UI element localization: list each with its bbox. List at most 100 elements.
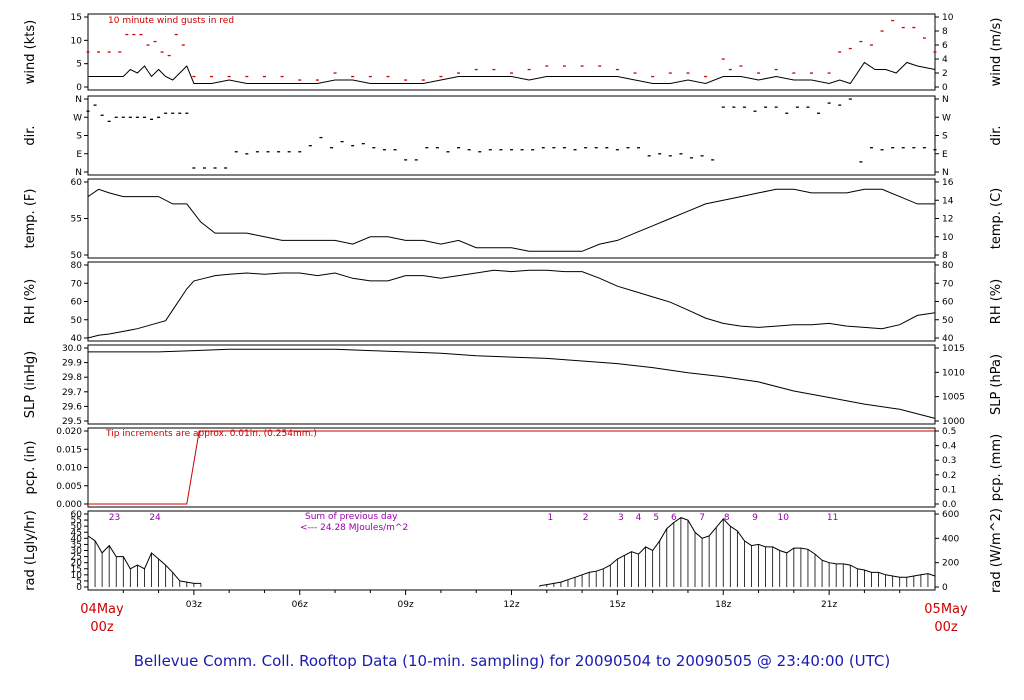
pcp-right-axis-label: pcp. (mm) [989,434,1004,501]
rh-right-axis-label: RH (%) [989,279,1004,324]
dir-dot [224,167,228,169]
dir-dot [404,159,408,161]
dir-dot [114,116,118,118]
wind-dot [545,65,549,67]
rad-left-tick-label: 0 [76,583,82,593]
rh-right-tick-label: 50 [942,316,954,326]
wind-dot [739,65,743,67]
dir-left-tick-label: E [76,150,82,160]
wind-dot [146,44,150,46]
temp-right-tick-label: 16 [942,178,954,188]
wind-right-tick-label: 6 [942,41,948,51]
temp-right-tick-label: 10 [942,233,954,243]
wind-dot [562,65,566,67]
dir-dot [478,151,482,153]
wind-dot [262,75,266,78]
wind-dot [298,79,302,81]
wind-dot [192,75,196,78]
rad-left-tick-label: 50 [71,522,83,532]
wind-left-tick-label: 5 [76,60,82,70]
rad-left-tick-label: 35 [71,540,82,550]
wind-dot [721,58,725,60]
wind-dot [439,75,443,78]
wind-dot [167,54,171,57]
dir-dot [774,106,778,108]
rad-right-tick-label: 200 [942,559,959,569]
radiation-sum-value: <--- 24.28 MJoules/m^2 [300,523,408,533]
dir-dot [764,106,768,108]
x-axis: 04May 00z 05May 00z 03z 06z 09z 12z 15z 18z 21… [80,589,968,635]
dir-dot [541,147,545,149]
chart-title: Bellevue Comm. Coll. Rooftop Data (10-mi… [134,652,891,670]
x-tick-label: 18z [715,600,731,610]
dir-dot [192,167,196,169]
slp-left-tick-label: 29.5 [62,417,82,427]
dir-dot [562,147,566,149]
slp-right-tick-label: 1000 [942,417,965,427]
dir-left-tick-label: S [76,132,82,142]
local-hour-label: 1 [547,513,553,523]
dir-dot [234,151,238,153]
panel-pcp: 0.000 0.005 0.010 0.015 0.020 0.0 0.1 0.2 0.3 0.4… [23,427,1004,510]
dir-dot [901,147,905,149]
rad-line [87,535,201,584]
wind-dot [728,68,732,71]
temp-right-tick-label: 8 [942,251,948,261]
dir-dot [753,110,757,112]
temp-right-axis-label: temp. (C) [989,188,1004,250]
wind-dot [245,75,249,78]
wind-dot [125,33,129,36]
wind-dot [386,75,390,78]
wind-dot [132,33,136,36]
temp-frame [87,178,936,259]
dir-left-tick-label: N [75,168,82,178]
wind-dot [891,19,895,22]
pcp-frame [87,427,936,508]
wind-dot [686,72,690,74]
dir-dot [446,151,450,153]
dir-dot [922,147,926,149]
dir-dot [202,167,206,169]
x-tick-label: 15z [609,600,625,610]
pcp-right-tick-label: 0.3 [942,456,956,466]
wind-dot [404,79,408,81]
rad-left-tick-label: 30 [71,547,83,557]
wind-dot [118,51,122,53]
wind-dot [880,30,884,32]
wind-dot [633,72,637,74]
dir-dot [689,157,693,159]
local-hour-label: 24 [149,513,161,523]
wind-dot [474,68,478,71]
rad-right-axis-label: rad (W/m^2) [989,508,1004,593]
wind-dot [86,51,90,53]
panel-wind: 0 5 10 15 0 2 4 6 8 10 wind (kts) wind (m/s) 10 minu… [23,13,1004,93]
rad-left-tick-label: 5 [76,577,82,587]
dir-dot [308,145,312,147]
wind-dot [457,72,461,74]
rh-right-tick-label: 70 [942,279,954,289]
dir-dot [552,147,556,149]
pcp-right-tick-label: 0.0 [942,500,957,510]
dir-dot [255,151,259,153]
series-dir-2 [86,98,937,169]
rh-right-tick-label: 60 [942,298,954,308]
dir-dot [827,102,831,104]
wind-dot [859,40,863,43]
wind-dot [160,51,164,53]
wind-dot [510,72,513,74]
slp-left-tick-label: 30.0 [62,344,82,354]
wind-dot [757,72,761,74]
rad-right-tick-label: 600 [942,510,959,520]
rh-right-tick-label: 80 [942,261,954,271]
dir-dot [171,112,175,114]
slp-right-tick-label: 1005 [942,393,965,403]
gusts-note: 10 minute wind gusts in red [108,16,234,26]
pcp-left-axis-label: pcp. (in) [23,441,38,495]
wind-dot [933,51,937,53]
series-wind-1 [86,19,937,81]
panel-rh: 40 50 60 70 80 40 50 60 70 80 RH (%) RH (%) [23,261,1004,344]
dir-dot [700,155,704,157]
series-rad-7 [87,517,936,587]
